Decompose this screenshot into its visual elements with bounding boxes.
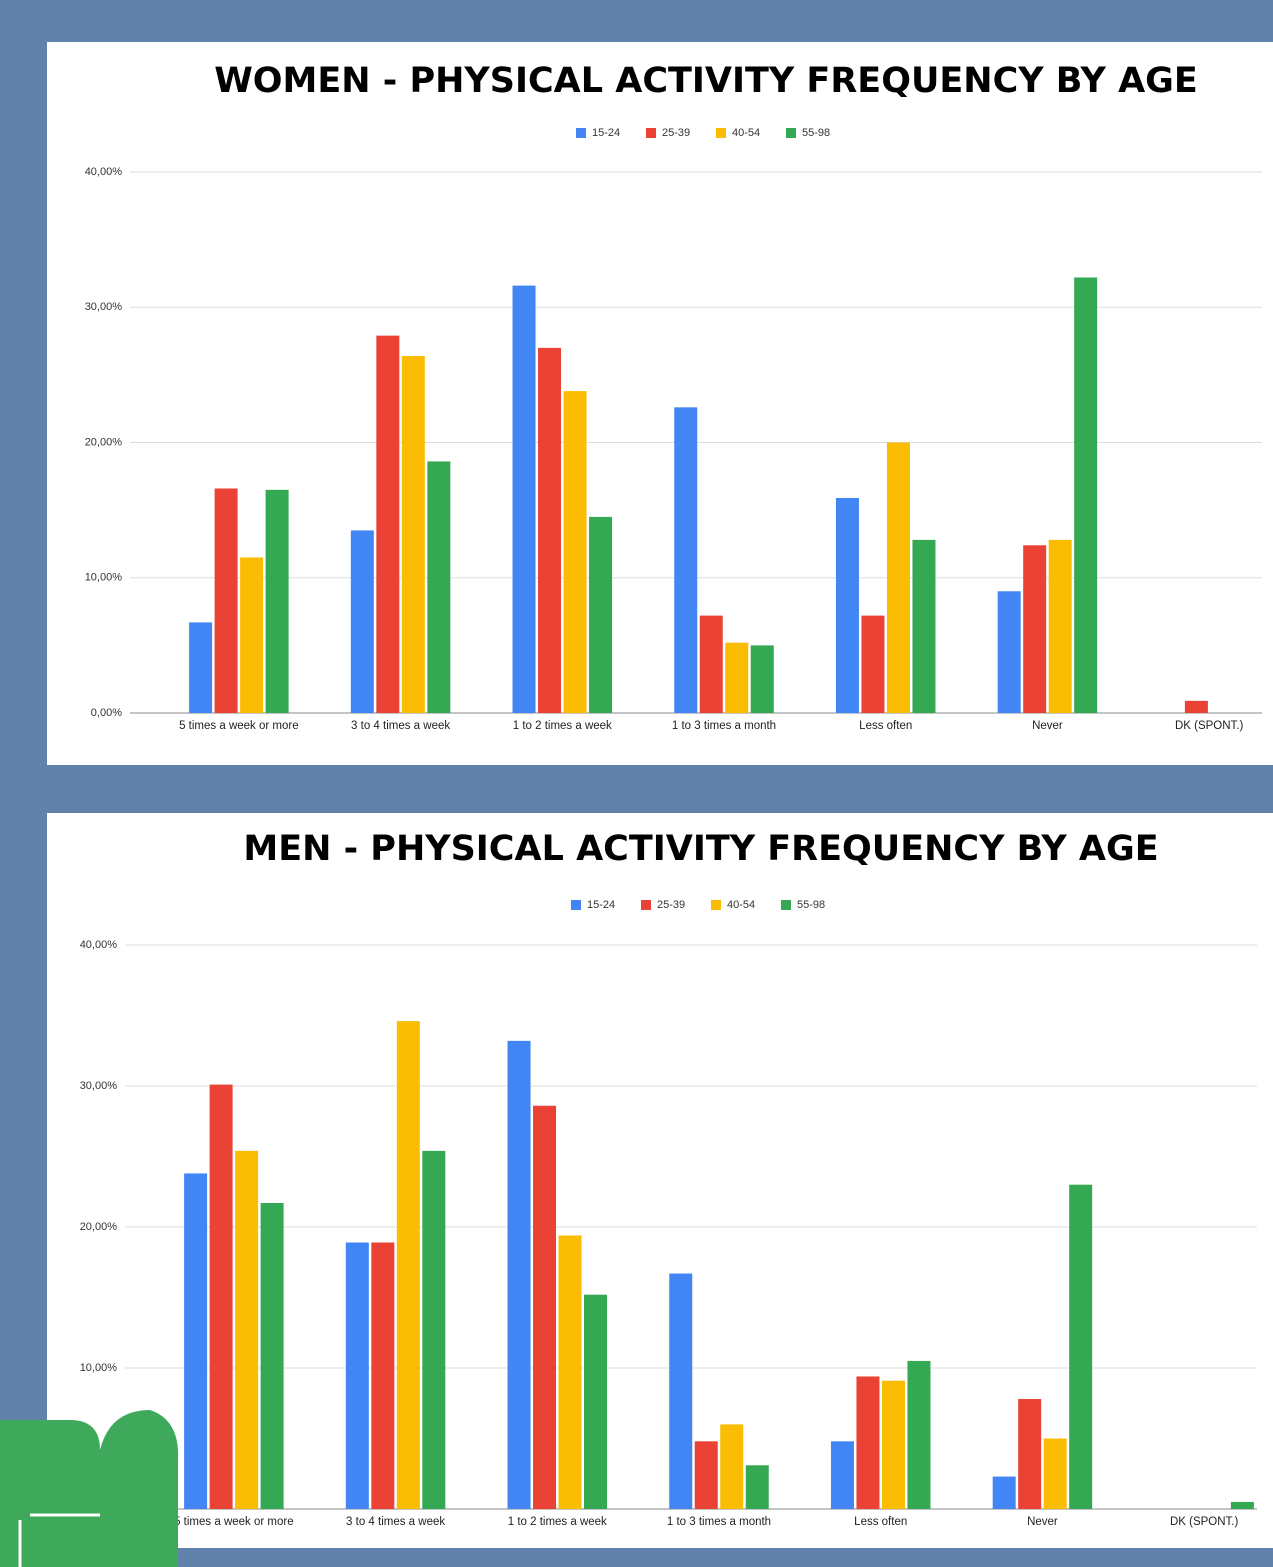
bar bbox=[376, 335, 400, 713]
bar bbox=[512, 285, 536, 713]
legend-label: 40-54 bbox=[727, 899, 755, 911]
y-tick-label: 30,00% bbox=[85, 301, 123, 313]
bar bbox=[209, 1084, 233, 1509]
bar bbox=[1023, 545, 1047, 713]
legend-swatch bbox=[781, 900, 791, 910]
bar bbox=[563, 391, 587, 713]
x-tick-label: 5 times a week or more bbox=[174, 1516, 294, 1528]
x-tick-label: DK (SPONT.) bbox=[1175, 720, 1244, 732]
legend-label: 15-24 bbox=[592, 127, 620, 139]
logo-shape bbox=[18, 1513, 100, 1567]
bar bbox=[189, 622, 213, 713]
bar bbox=[1018, 1399, 1042, 1509]
bar bbox=[856, 1376, 880, 1509]
x-tick-label: 1 to 2 times a week bbox=[513, 720, 612, 732]
chart-title: WOMEN - PHYSICAL ACTIVITY FREQUENCY BY A… bbox=[214, 61, 1198, 101]
legend-swatch bbox=[571, 900, 581, 910]
bar bbox=[371, 1242, 395, 1509]
x-tick-label: 3 to 4 times a week bbox=[346, 1516, 445, 1528]
bar bbox=[345, 1242, 369, 1509]
bar bbox=[669, 1273, 693, 1509]
bar bbox=[992, 1476, 1016, 1509]
bar bbox=[584, 1294, 608, 1509]
bar bbox=[745, 1465, 769, 1509]
bar bbox=[1074, 277, 1098, 713]
x-tick-label: 3 to 4 times a week bbox=[351, 720, 450, 732]
bar bbox=[589, 516, 613, 713]
bar bbox=[427, 461, 451, 713]
legend-label: 25-39 bbox=[657, 899, 685, 911]
y-tick-label: 0,00% bbox=[91, 707, 122, 719]
bar bbox=[533, 1105, 557, 1509]
bar bbox=[214, 488, 238, 713]
legend-swatch bbox=[576, 128, 586, 138]
y-tick-label: 40,00% bbox=[85, 166, 123, 178]
bar bbox=[1230, 1501, 1254, 1509]
bar bbox=[886, 442, 910, 713]
legend-swatch bbox=[641, 900, 651, 910]
legend-label: 55-98 bbox=[802, 127, 830, 139]
bar bbox=[1048, 539, 1072, 713]
y-tick-label: 40,00% bbox=[80, 939, 118, 951]
bar bbox=[184, 1173, 208, 1509]
bar bbox=[750, 645, 774, 713]
y-tick-label: 30,00% bbox=[80, 1080, 118, 1092]
bar bbox=[720, 1424, 744, 1509]
logo bbox=[0, 1410, 179, 1567]
legend-swatch bbox=[711, 900, 721, 910]
bar bbox=[240, 557, 264, 713]
x-tick-label: Never bbox=[1032, 720, 1063, 732]
bar bbox=[235, 1150, 259, 1509]
legend-label: 55-98 bbox=[797, 899, 825, 911]
y-tick-label: 20,00% bbox=[85, 436, 123, 448]
bar bbox=[1043, 1438, 1067, 1509]
bar bbox=[907, 1360, 931, 1509]
x-tick-label: 1 to 2 times a week bbox=[508, 1516, 607, 1528]
bar bbox=[674, 407, 698, 713]
bar bbox=[396, 1021, 420, 1509]
x-tick-label: Never bbox=[1027, 1516, 1058, 1528]
logo-shape bbox=[20, 1515, 130, 1567]
y-tick-label: 10,00% bbox=[85, 572, 123, 584]
bar bbox=[422, 1150, 446, 1509]
bar bbox=[997, 591, 1021, 713]
bar bbox=[699, 615, 723, 713]
bar bbox=[350, 530, 374, 713]
bar bbox=[507, 1040, 531, 1509]
bar bbox=[830, 1441, 854, 1509]
bar bbox=[1184, 700, 1208, 713]
x-tick-label: 1 to 3 times a month bbox=[667, 1516, 771, 1528]
bar bbox=[401, 355, 425, 713]
legend-label: 25-39 bbox=[662, 127, 690, 139]
bar bbox=[694, 1441, 718, 1509]
bar bbox=[558, 1235, 582, 1509]
x-tick-label: 1 to 3 times a month bbox=[672, 720, 776, 732]
x-tick-label: 5 times a week or more bbox=[179, 720, 299, 732]
legend-label: 15-24 bbox=[587, 899, 615, 911]
bar bbox=[1069, 1184, 1093, 1509]
bar bbox=[881, 1380, 905, 1509]
legend-swatch bbox=[716, 128, 726, 138]
chart-title: MEN - PHYSICAL ACTIVITY FREQUENCY BY AGE bbox=[243, 829, 1158, 869]
y-tick-label: 10,00% bbox=[80, 1362, 118, 1374]
bar bbox=[538, 347, 562, 713]
bar bbox=[260, 1203, 284, 1509]
x-tick-label: Less often bbox=[859, 720, 912, 732]
legend-swatch bbox=[786, 128, 796, 138]
bar bbox=[725, 642, 749, 713]
y-tick-label: 20,00% bbox=[80, 1221, 118, 1233]
bar bbox=[861, 615, 885, 713]
legend-label: 40-54 bbox=[732, 127, 760, 139]
x-tick-label: DK (SPONT.) bbox=[1170, 1516, 1239, 1528]
bar bbox=[265, 489, 289, 713]
bar bbox=[912, 539, 936, 713]
legend-swatch bbox=[646, 128, 656, 138]
x-tick-label: Less often bbox=[854, 1516, 907, 1528]
bar bbox=[835, 497, 859, 713]
